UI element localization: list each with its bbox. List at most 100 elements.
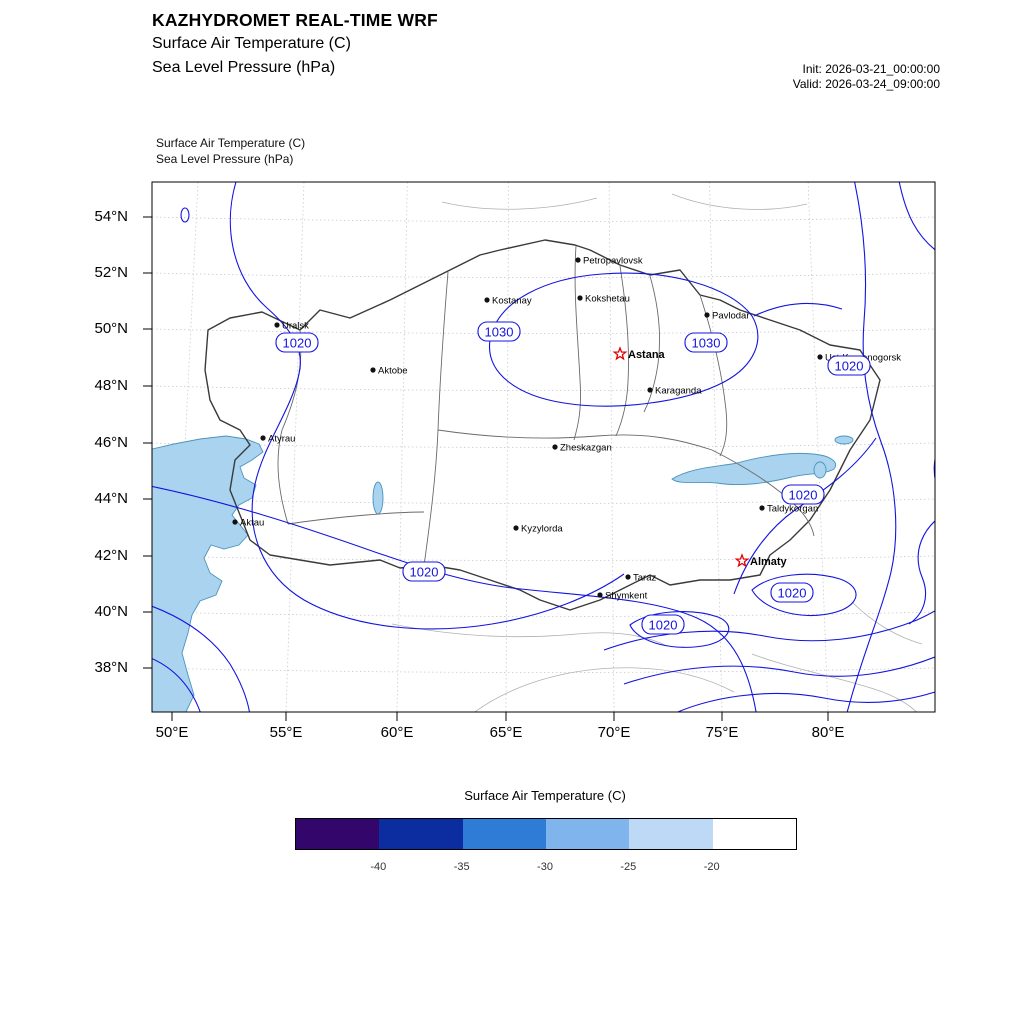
- pressure-label-text: 1030: [692, 336, 721, 351]
- header: KAZHYDROMET REAL-TIME WRF Surface Air Te…: [152, 8, 438, 80]
- pressure-label-box: [827, 355, 871, 376]
- city-marker: Uralsk: [274, 321, 309, 332]
- graticule-meridian: [505, 182, 509, 712]
- capital-marker: Astana: [612, 346, 666, 361]
- pressure-label-text: 1030: [485, 325, 514, 340]
- pressure-label-text: 1020: [778, 586, 807, 601]
- graticule: [152, 182, 935, 712]
- init-time: Init: 2026-03-21_00:00:00: [802, 62, 940, 76]
- city-label: Shymkent: [605, 591, 648, 602]
- city-label: Aktau: [240, 518, 264, 529]
- city-dot-icon: [647, 387, 653, 393]
- colorbar-segment: [629, 819, 713, 849]
- city-label: Pavlodar: [712, 311, 750, 322]
- lon-label: 80°E: [811, 724, 845, 741]
- lat-label: 40°N: [94, 603, 128, 620]
- pressure-label-box: [275, 332, 319, 353]
- pressure-label-text: 1020: [835, 359, 864, 374]
- city-dot-icon: [260, 435, 266, 441]
- aral-sea: [372, 481, 384, 515]
- colorbar-segment: [462, 819, 546, 849]
- lat-label: 48°N: [94, 377, 128, 394]
- pressure-label: 1020: [781, 484, 825, 505]
- pressure-label-text: 1020: [789, 488, 818, 503]
- city-marker: Aktau: [232, 518, 264, 529]
- city-marker: Kyzylorda: [513, 524, 563, 535]
- graticule-parallel: [152, 328, 935, 334]
- pressure-contours: [152, 182, 935, 712]
- city-marker: Aktobe: [370, 366, 408, 377]
- weather-map: Petropavlovsk Kostanay Kokshetau Pavlodar Ur…: [140, 170, 947, 726]
- city-dot-icon: [274, 322, 280, 328]
- lon-label: 50°E: [155, 724, 189, 741]
- colorbar-segment: [379, 819, 463, 849]
- city-label: Taraz: [633, 573, 656, 584]
- lat-label: 38°N: [94, 659, 128, 676]
- graticule-meridian: [608, 182, 615, 712]
- pressure-label: 1020: [275, 332, 319, 353]
- lat-label: 50°N: [94, 320, 128, 337]
- city-layer: Petropavlovsk Kostanay Kokshetau Pavlodar Ur…: [232, 256, 901, 602]
- city-dot-icon: [232, 519, 238, 525]
- graticule-meridian: [396, 182, 408, 712]
- city-marker: Kokshetau: [577, 294, 630, 305]
- city-marker: Zheskazgan: [552, 443, 612, 454]
- capital-label: Almaty: [750, 556, 788, 568]
- city-dot-icon: [625, 574, 631, 580]
- city-marker: Shymkent: [597, 591, 648, 602]
- city-label: Kyzylorda: [521, 524, 563, 535]
- map-caption-pressure: Sea Level Pressure (hPa): [156, 152, 294, 166]
- city-marker: Pavlodar: [704, 311, 750, 322]
- city-dot-icon: [370, 367, 376, 373]
- lat-label: 52°N: [94, 264, 128, 281]
- valid-time: Valid: 2026-03-24_09:00:00: [792, 77, 940, 91]
- city-label: Uralsk: [282, 321, 309, 332]
- legend-title: Surface Air Temperature (C): [464, 788, 626, 803]
- map-svg: Petropavlovsk Kostanay Kokshetau Pavlodar Ur…: [143, 181, 936, 721]
- axis-ticks: [143, 216, 829, 721]
- colorbar-segment: [545, 819, 630, 849]
- city-dot-icon: [759, 505, 765, 511]
- map-caption: Surface Air Temperature (C) Sea Level Pr…: [156, 135, 305, 167]
- city-dot-icon: [575, 257, 581, 263]
- pressure-label: 1030: [684, 332, 728, 353]
- lat-label: 54°N: [94, 208, 128, 225]
- colorbar-tick-label: -40: [370, 861, 387, 873]
- lon-label: 60°E: [380, 724, 414, 741]
- city-label: Aktobe: [378, 366, 408, 377]
- city-dot-icon: [577, 295, 583, 301]
- city-dot-icon: [597, 592, 603, 598]
- city-marker: Kostanay: [484, 296, 532, 307]
- temperature-colorbar: [295, 818, 797, 850]
- city-marker: Karaganda: [647, 386, 702, 397]
- pressure-label-text: 1020: [410, 565, 439, 580]
- city-dot-icon: [484, 297, 490, 303]
- pressure-label-box: [402, 561, 446, 582]
- capital-star-icon: [612, 346, 628, 361]
- lat-label: 46°N: [94, 434, 128, 451]
- pressure-label: 1020: [770, 582, 814, 603]
- lon-label: 70°E: [597, 724, 631, 741]
- graticule-parallel: [152, 667, 935, 673]
- colorbar-tick-label: -25: [620, 861, 637, 873]
- city-label: Petropavlovsk: [583, 256, 643, 267]
- graticule-parallel: [152, 216, 935, 222]
- graticule-meridian: [709, 182, 723, 712]
- capital-label: Astana: [628, 349, 666, 361]
- city-label: Karaganda: [655, 386, 702, 397]
- pressure-label: 1020: [641, 614, 685, 635]
- pressure-label: 1020: [402, 561, 446, 582]
- city-marker: Petropavlovsk: [575, 256, 643, 267]
- colorbar-segment: [712, 819, 796, 849]
- map-frame: [151, 181, 936, 713]
- lon-label: 55°E: [269, 724, 303, 741]
- graticule-parallel: [152, 385, 935, 391]
- graticule-meridian: [807, 182, 829, 712]
- map-caption-temperature: Surface Air Temperature (C): [156, 136, 306, 150]
- city-label: Taldykorgan: [767, 504, 818, 515]
- lat-label: 44°N: [94, 490, 128, 507]
- colorbar-segment: [296, 819, 380, 849]
- page-title: KAZHYDROMET REAL-TIME WRF: [152, 10, 438, 30]
- header-subtitle-pressure: Sea Level Pressure (hPa): [152, 59, 336, 76]
- colorbar-tick-label: -20: [703, 861, 720, 873]
